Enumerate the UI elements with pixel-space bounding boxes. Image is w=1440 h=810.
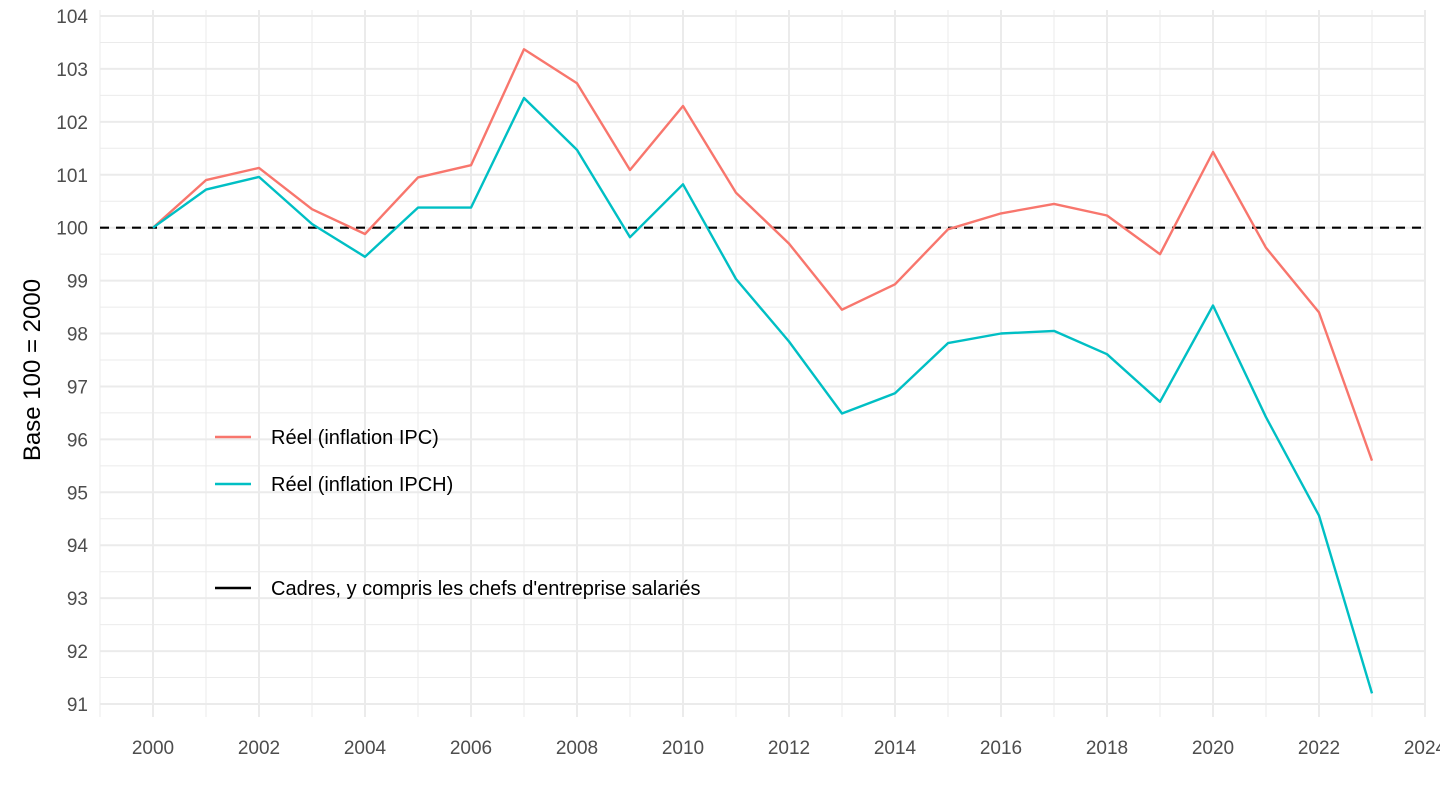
y-tick-label: 99 — [67, 272, 88, 293]
series-line-2 — [152, 96, 1374, 694]
y-tick-label: 103 — [56, 60, 88, 81]
x-tick-label: 2006 — [450, 738, 492, 759]
y-axis-ticks: 91 92 93 94 95 96 97 98 99 100 101 102 103 104 — [56, 7, 88, 716]
y-tick-label: 94 — [67, 536, 89, 557]
x-tick-label: 2024 — [1404, 738, 1440, 759]
grid — [99, 10, 1426, 717]
x-tick-label: 2014 — [874, 738, 917, 759]
series-group — [152, 48, 1374, 694]
x-tick-label: 2008 — [556, 738, 598, 759]
y-tick-label: 102 — [56, 113, 88, 134]
y-axis-title: Base 100 = 2000 — [19, 279, 46, 461]
y-tick-label: 98 — [67, 325, 88, 346]
y-tick-label: 97 — [67, 377, 88, 398]
x-tick-label: 2010 — [662, 738, 704, 759]
y-tick-label: 101 — [56, 166, 88, 187]
x-tick-label: 2012 — [768, 738, 810, 759]
x-tick-label: 2000 — [132, 738, 174, 759]
x-axis-ticks: 2000 2002 2004 2006 2008 2010 2012 2014 2016 2018… — [132, 738, 1440, 759]
y-tick-label: 104 — [56, 7, 88, 28]
x-tick-label: 2004 — [344, 738, 387, 759]
y-tick-label: 96 — [67, 430, 88, 451]
x-tick-label: 2018 — [1086, 738, 1128, 759]
legend-label-1: Réel (inflation IPC) — [271, 427, 439, 449]
x-tick-label: 2022 — [1298, 738, 1340, 759]
y-tick-label: 93 — [67, 589, 88, 610]
x-tick-label: 2016 — [980, 738, 1022, 759]
x-tick-label: 2002 — [238, 738, 280, 759]
legend-label-3: Cadres, y compris les chefs d'entreprise… — [271, 578, 701, 600]
y-tick-label: 92 — [67, 642, 88, 663]
y-tick-label: 91 — [67, 695, 88, 716]
legend: Réel (inflation IPC) Réel (inflation IPCH… — [215, 427, 701, 600]
series-line-1 — [152, 48, 1374, 462]
y-tick-label: 100 — [56, 219, 88, 240]
y-tick-label: 95 — [67, 483, 88, 504]
x-tick-label: 2020 — [1192, 738, 1234, 759]
legend-label-2: Réel (inflation IPCH) — [271, 474, 453, 496]
